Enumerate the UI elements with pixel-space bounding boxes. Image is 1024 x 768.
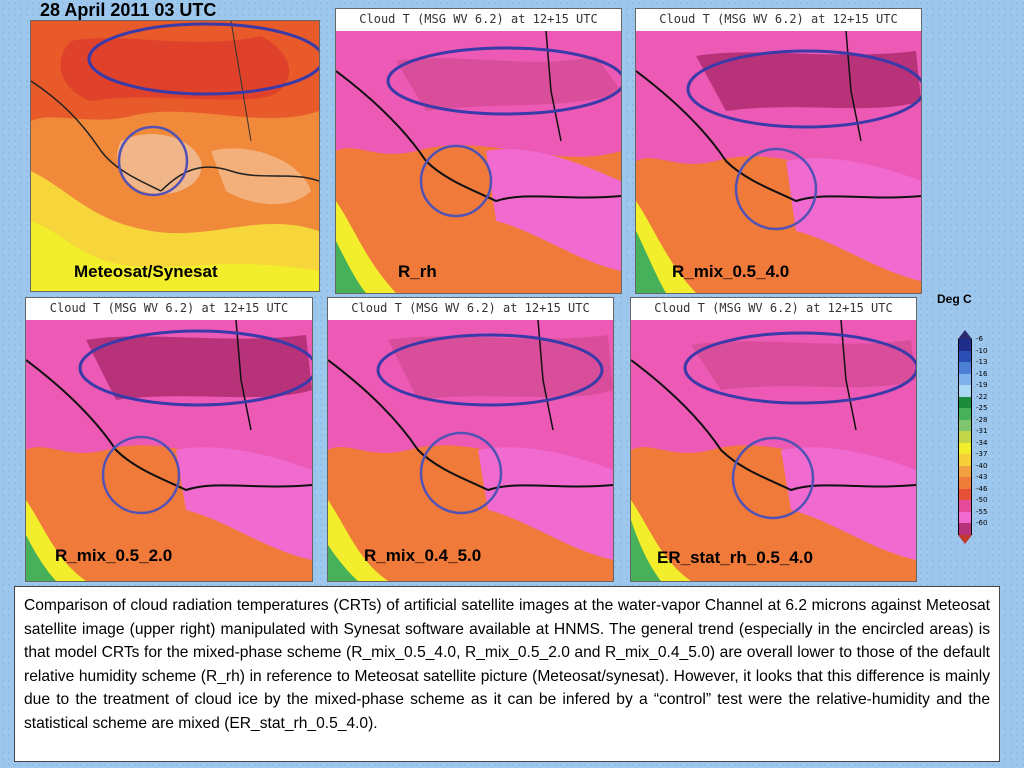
colorbar-level-label: -28 <box>976 415 988 424</box>
colorbar-segment: -28 <box>958 416 987 431</box>
r-mix-05-20-map <box>26 320 312 581</box>
page-title: 28 April 2011 03 UTC <box>40 0 217 20</box>
colorbar-level-label: -46 <box>976 484 988 493</box>
panel-header: Cloud T (MSG WV 6.2) at 12+15 UTC <box>328 298 613 320</box>
colorbar-level-label: -19 <box>976 381 988 389</box>
colorbar-level-label: -34 <box>976 438 988 447</box>
colorbar-level-label: -25 <box>976 404 988 412</box>
r-rh-map <box>336 31 621 293</box>
r-rh-panel: Cloud T (MSG WV 6.2) at 12+15 UTC <box>335 8 622 294</box>
caption-text: Comparison of cloud radiation temperatur… <box>14 586 1000 762</box>
colorbar-segment: -55 <box>958 508 987 523</box>
colorbar-level-label: -50 <box>976 496 988 504</box>
er-stat-rh-panel: Cloud T (MSG WV 6.2) at 12+15 UTC <box>630 297 917 582</box>
panel-label-r-mix-05-20: R_mix_0.5_2.0 <box>55 546 173 565</box>
colorbar-level-label: -60 <box>976 519 988 527</box>
colorbar-level-label: -37 <box>976 450 988 458</box>
colorbar-level-label: -13 <box>976 358 988 366</box>
colorbar-segment: -16 <box>958 370 987 385</box>
panel-header: Cloud T (MSG WV 6.2) at 12+15 UTC <box>26 298 312 320</box>
r-mix-04-50-map <box>328 320 613 581</box>
colorbar-level-label: -10 <box>976 346 988 355</box>
colorbar-level-label: -43 <box>976 473 988 481</box>
r-mix-04-50-panel: Cloud T (MSG WV 6.2) at 12+15 UTC <box>327 297 614 582</box>
colorbar-level-label: -6 <box>976 335 983 343</box>
colorbar-level-label: -16 <box>976 369 988 378</box>
colorbar-level-label: -55 <box>976 507 988 516</box>
panel-label-er-stat-rh: ER_stat_rh_0.5_4.0 <box>657 548 813 567</box>
er-stat-rh-map <box>631 320 916 581</box>
colorbar-segment: -40 <box>958 462 987 477</box>
panel-header: Cloud T (MSG WV 6.2) at 12+15 UTC <box>636 9 921 31</box>
colorbar-title: Deg C <box>937 292 972 306</box>
colorbar-segment: -19 <box>958 381 987 397</box>
colorbar-segment: -50 <box>958 496 987 512</box>
colorbar: -6 -10 -13 -16 -19 -22 -25 -28 -31 -34 -37 -40 -43 -4… <box>958 330 987 544</box>
panel-label-r-mix-04-50: R_mix_0.4_5.0 <box>364 546 482 565</box>
r-mix-05-20-panel: Cloud T (MSG WV 6.2) at 12+15 UTC <box>25 297 313 582</box>
colorbar-level-label: -22 <box>976 392 988 401</box>
panel-label-r-mix-05-40: R_mix_0.5_4.0 <box>672 262 790 281</box>
meteosat-image-panel <box>30 20 320 292</box>
r-mix-05-40-panel: Cloud T (MSG WV 6.2) at 12+15 UTC <box>635 8 922 294</box>
panel-header: Cloud T (MSG WV 6.2) at 12+15 UTC <box>336 9 621 31</box>
colorbar-segment: -46 <box>958 485 987 500</box>
panel-label-meteosat: Meteosat/Synesat <box>74 262 218 281</box>
colorbar-segment: -22 <box>958 393 987 408</box>
colorbar-top-arrow <box>958 330 972 339</box>
colorbar-bottom-arrow <box>958 534 972 544</box>
r-mix-05-40-map <box>636 31 921 293</box>
colorbar-segment: -25 <box>958 404 987 420</box>
colorbar-segment: -43 <box>958 473 987 489</box>
panel-label-r-rh: R_rh <box>398 262 437 281</box>
meteosat-map <box>31 21 319 291</box>
panel-header: Cloud T (MSG WV 6.2) at 12+15 UTC <box>631 298 916 320</box>
colorbar-segment: -31 <box>958 427 987 443</box>
colorbar-segment: -34 <box>958 439 987 454</box>
colorbar-segment: -6 <box>958 335 983 351</box>
colorbar-segment: -10 <box>958 347 987 362</box>
colorbar-level-label: -40 <box>976 461 988 470</box>
colorbar-segment: -60 <box>958 519 987 535</box>
colorbar-segment: -13 <box>958 358 987 374</box>
colorbar-segment: -37 <box>958 450 987 466</box>
colorbar-level-label: -31 <box>976 427 988 435</box>
